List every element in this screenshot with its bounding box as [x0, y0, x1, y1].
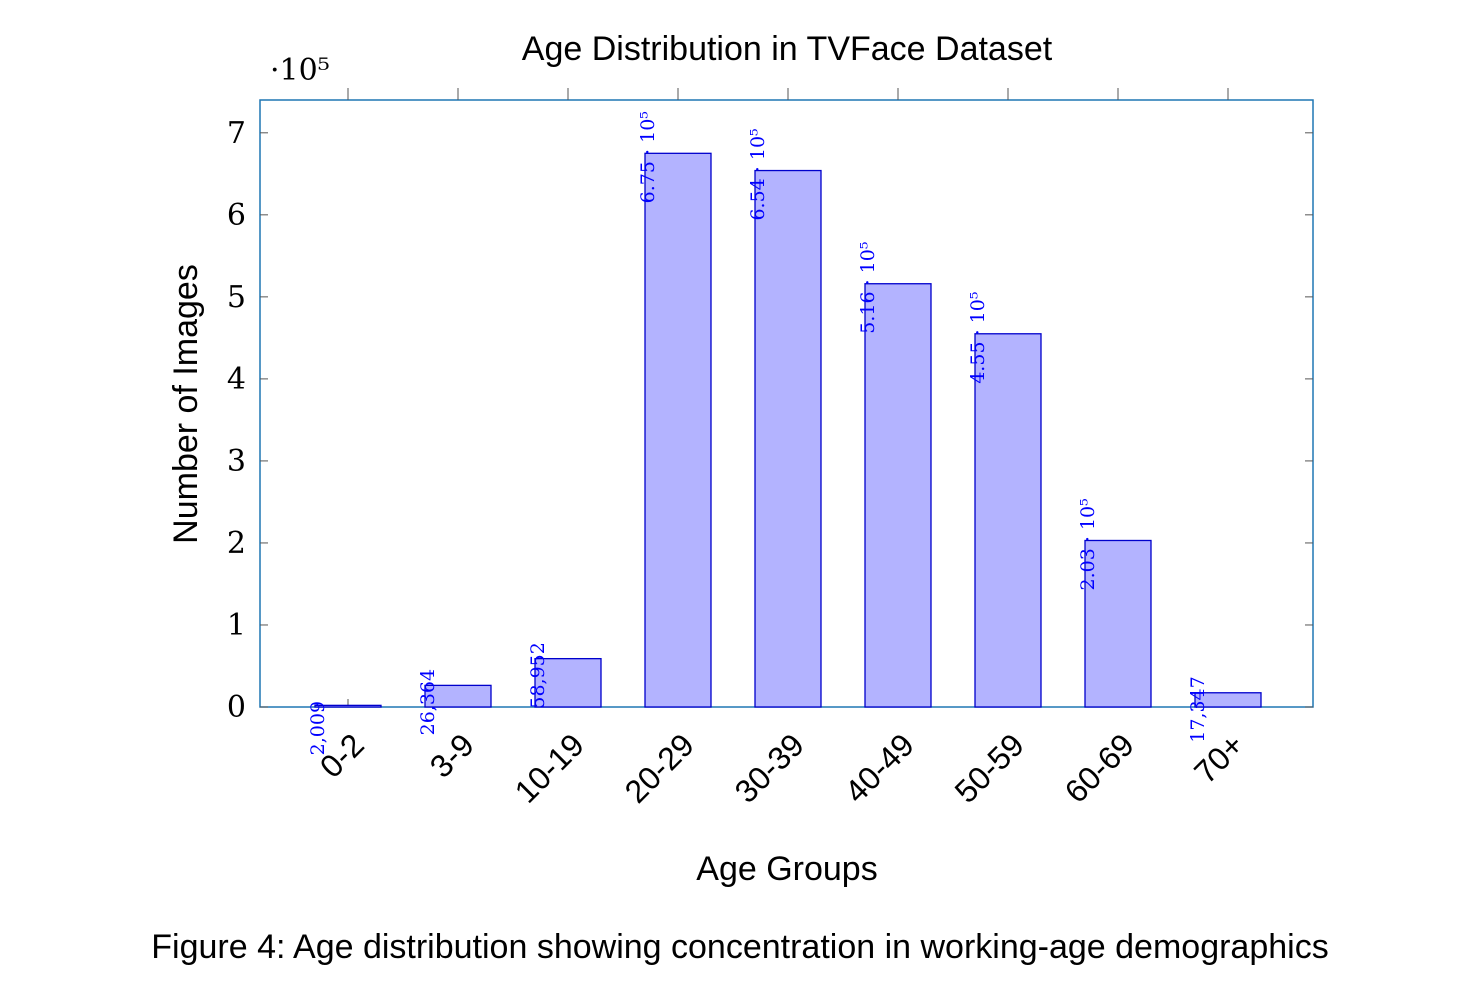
bar-40-49: [864, 283, 932, 708]
bar-3-9: [424, 684, 492, 708]
x-tick-label: 40-49: [838, 726, 921, 809]
y-scale-note: ·10⁵: [270, 53, 330, 88]
data-label: 5.16 · 10⁵: [857, 242, 879, 334]
y-tick-label: 4: [227, 362, 246, 397]
y-tick-label: 7: [227, 116, 246, 151]
bar-60-69: [1084, 539, 1152, 708]
x-tick-label: 10-19: [508, 726, 591, 809]
data-label: 58,952: [527, 642, 549, 708]
bar-70+: [1194, 692, 1262, 708]
data-label: 6.75 · 10⁵: [637, 111, 659, 203]
x-tick-label: 50-59: [948, 726, 1031, 809]
y-tick-label: 3: [227, 444, 246, 479]
y-tick-label: 5: [227, 280, 246, 315]
data-label: 4.55 · 10⁵: [967, 292, 989, 384]
x-tick-label: 20-29: [618, 726, 701, 809]
y-tick-label: 2: [227, 526, 246, 561]
y-axis-label: Number of Images: [167, 264, 205, 544]
figure-caption: Figure 4: Age distribution showing conce…: [151, 928, 1329, 966]
bar-30-39: [754, 169, 822, 708]
x-tick-label: 60-69: [1058, 726, 1141, 809]
x-axis-label: Age Groups: [696, 850, 877, 888]
data-label: 6.54 · 10⁵: [747, 128, 769, 220]
bar-10-19: [534, 657, 602, 708]
bar-0-2: [314, 704, 382, 708]
plot-area: 012345672,0090-226,3643-958,95210-196.75…: [227, 88, 1314, 810]
bar-20-29: [644, 152, 712, 708]
chart-title: Age Distribution in TVFace Dataset: [522, 30, 1053, 68]
y-tick-label: 6: [227, 198, 246, 233]
data-label: 2,009: [307, 701, 329, 755]
data-label: 2.03 · 10⁵: [1077, 498, 1099, 590]
bar-50-59: [974, 333, 1042, 708]
data-label: 17,347: [1187, 676, 1209, 742]
y-tick-label: 1: [227, 608, 246, 643]
x-tick-label: 30-39: [728, 726, 811, 809]
data-label: 26,364: [417, 669, 439, 735]
y-tick-label: 0: [227, 690, 246, 725]
